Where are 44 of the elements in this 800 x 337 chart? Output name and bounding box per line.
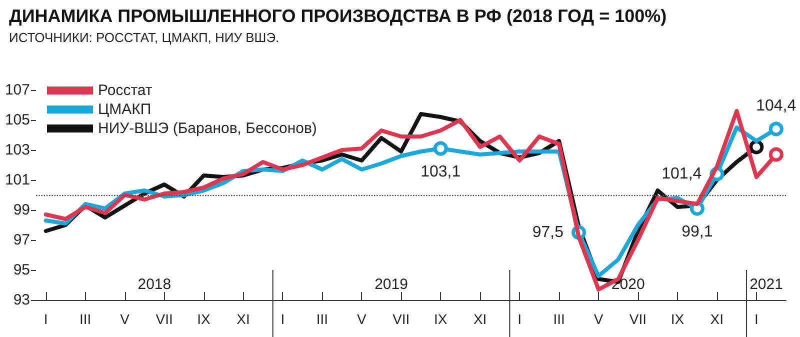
y-tick-label: 99 [13, 202, 30, 218]
x-tick-label: I [518, 311, 522, 327]
point [768, 122, 784, 136]
x-tick-label: IX [670, 311, 685, 327]
x-tick-label: III [316, 311, 328, 327]
x-tick-label: V [120, 311, 130, 327]
y-tick-label: 95 [13, 262, 30, 278]
annotation: 2019 [374, 276, 408, 293]
chart-title: ДИНАМИКА ПРОМЫШЛЕННОГО ПРОИЗВОДСТВА В РФ (2018 ГОД = 100%) [9, 6, 667, 26]
chart-subtitle: ИСТОЧНИКИ: РОССТАТ, ЦМАКП, НИУ ВШЭ. [9, 30, 280, 45]
x-tick-label: XI [236, 311, 250, 327]
x-tick-label: III [553, 311, 565, 327]
x-tick-label: I [280, 311, 285, 327]
annotation: 2021 [750, 276, 783, 293]
data-label: 99,1 [682, 223, 713, 240]
x-tick-label: V [594, 311, 604, 327]
legend-label: Росстат [98, 82, 152, 99]
x-tick-label: III [80, 311, 92, 327]
point [433, 141, 448, 156]
x-tick-label: VII [392, 311, 410, 327]
y-tick-label: 105 [4, 112, 30, 128]
annotation: 2018 [138, 276, 172, 293]
x-tick-label: VII [156, 311, 173, 327]
x-tick-label: XI [473, 311, 487, 327]
y-tick-label: 107 [4, 82, 30, 98]
x-tick-label: XI [710, 311, 724, 327]
data-label: 97,5 [532, 224, 564, 241]
y-tick-label: 101 [4, 172, 30, 188]
y-tick-label: 97 [13, 232, 30, 248]
x-tick-label: I [44, 311, 48, 327]
x-tick-label: VII [629, 311, 647, 327]
point [768, 147, 784, 162]
x-tick-label: IX [434, 311, 448, 327]
data-label: 101,4 [662, 166, 702, 182]
x-tick-label: V [356, 311, 367, 327]
legend-label: ЦМАКП [98, 101, 152, 118]
x-tick-label: IX [197, 311, 212, 327]
point [749, 140, 764, 154]
data-label: 104,4 [756, 97, 796, 114]
legend-label: НИУ-ВШЭ (Баранов, Бессонов) [98, 120, 317, 137]
data-label: 103,1 [420, 163, 461, 180]
x-tick-label: I [754, 311, 758, 327]
y-tick-label: 103 [4, 142, 30, 158]
y-tick-label: 93 [13, 292, 30, 308]
